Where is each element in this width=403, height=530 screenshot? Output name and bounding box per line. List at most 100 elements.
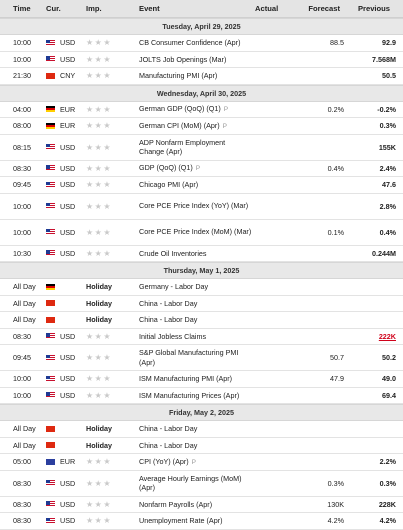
table-row[interactable]: 08:00 EUR ★ ★ ★ German CPI (MoM) (Apr) P 0.3%: [0, 118, 403, 135]
event-name[interactable]: GDP (QoQ) (Q1) P: [139, 163, 252, 173]
currency-code: EUR: [60, 104, 76, 114]
event-label[interactable]: German GDP (QoQ) (Q1): [139, 104, 221, 114]
event-label[interactable]: German CPI (MoM) (Apr): [139, 120, 220, 130]
event-label[interactable]: China - Labor Day: [139, 315, 198, 325]
event-label[interactable]: China - Labor Day: [139, 440, 198, 450]
star-icon: ★: [94, 180, 102, 190]
event-label[interactable]: S&P Global Manufacturing PMI (Apr): [139, 348, 239, 367]
table-row[interactable]: All Day Holiday China - Labor Day: [0, 296, 403, 312]
event-label[interactable]: ISM Manufacturing PMI (Apr): [139, 374, 233, 384]
previous-text: 50.5: [382, 71, 396, 81]
event-label[interactable]: Manufacturing PMI (Apr): [139, 71, 218, 81]
event-time: 09:45: [13, 353, 31, 362]
event-name[interactable]: Germany - Labor Day: [139, 282, 252, 291]
flag-icon: [46, 250, 55, 257]
col-time[interactable]: Time: [13, 4, 31, 13]
table-row[interactable]: All Day Holiday China - Labor Day: [0, 421, 403, 438]
event-label[interactable]: ISM Manufacturing Prices (Apr): [139, 390, 240, 400]
event-label[interactable]: China - Labor Day: [139, 424, 198, 434]
event-name[interactable]: Unemployment Rate (Apr): [139, 516, 252, 525]
table-row[interactable]: 10:00 USD ★ ★ ★ JOLTS Job Openings (Mar) 7.568…: [0, 52, 403, 68]
table-row[interactable]: 08:30 USD ★ ★ ★ Initial Jobless Claims 222K: [0, 329, 403, 345]
event-label[interactable]: Germany - Labor Day: [139, 282, 209, 292]
table-row[interactable]: All Day Holiday China - Labor Day: [0, 438, 403, 454]
col-importance[interactable]: Imp.: [86, 4, 102, 13]
event-label[interactable]: Crude Oil Inventories: [139, 248, 207, 258]
event-label[interactable]: Unemployment Rate (Apr): [139, 516, 223, 526]
star-icon: ★: [103, 478, 111, 488]
event-name[interactable]: China - Labor Day: [139, 315, 252, 324]
table-row[interactable]: 09:45 USD ★ ★ ★ Chicago PMI (Apr) 47.6: [0, 177, 403, 194]
event-name[interactable]: German CPI (MoM) (Apr) P: [139, 121, 252, 131]
event-time: 08:30: [13, 163, 31, 173]
event-name[interactable]: Core PCE Price Index (YoY) (Mar): [139, 201, 252, 210]
event-name[interactable]: CB Consumer Confidence (Apr): [139, 38, 252, 47]
col-previous[interactable]: Previous: [357, 4, 391, 13]
event-label[interactable]: CB Consumer Confidence (Apr): [139, 38, 241, 48]
event-name[interactable]: German GDP (QoQ) (Q1) P: [139, 104, 252, 114]
col-forecast[interactable]: Forecast: [308, 4, 340, 13]
event-label[interactable]: Chicago PMI (Apr): [139, 180, 199, 190]
flag-icon: [46, 122, 55, 129]
table-row[interactable]: 08:15 USD ★ ★ ★ ADP Nonfarm Employment Change…: [0, 135, 403, 161]
table-row[interactable]: 09:45 USD ★ ★ ★ S&P Global Manufacturing PMI …: [0, 345, 403, 371]
event-name[interactable]: Crude Oil Inventories: [139, 249, 252, 258]
flag-icon: [46, 203, 55, 209]
event-name[interactable]: Chicago PMI (Apr): [139, 180, 252, 189]
star-icon: ★: [86, 390, 94, 400]
table-row[interactable]: 10:30 USD ★ ★ ★ Crude Oil Inventories 0.244M: [0, 246, 403, 262]
event-name[interactable]: CPI (YoY) (Apr) P: [139, 457, 252, 467]
table-row[interactable]: All Day Holiday Germany - Labor Day: [0, 279, 403, 296]
currency-cell: USD: [46, 249, 86, 258]
table-row[interactable]: 10:00 USD ★ ★ ★ CB Consumer Confidence (Apr) 8…: [0, 35, 403, 52]
table-row[interactable]: All Day Holiday China - Labor Day: [0, 312, 403, 329]
table-row[interactable]: 08:30 USD ★ ★ ★ GDP (QoQ) (Q1) P 0.4% 2.4%: [0, 161, 403, 177]
table-row[interactable]: 10:00 USD ★ ★ ★ ISM Manufacturing Prices (Apr…: [0, 388, 403, 404]
event-label[interactable]: Initial Jobless Claims: [139, 331, 207, 341]
star-icon: ★: [94, 121, 102, 131]
col-actual[interactable]: Actual: [255, 4, 279, 13]
event-label[interactable]: Average Hourly Earnings (MoM) (Apr): [139, 473, 242, 492]
table-row[interactable]: 08:30 USD ★ ★ ★ Average Hourly Earnings (MoM)…: [0, 471, 403, 497]
event-name[interactable]: ADP Nonfarm Employment Change (Apr): [139, 138, 252, 157]
currency-code: USD: [60, 180, 76, 190]
forecast-value: 4.2%: [327, 516, 344, 526]
event-name[interactable]: Nonfarm Payrolls (Apr): [139, 500, 252, 509]
event-name[interactable]: China - Labor Day: [139, 424, 252, 433]
currency-cell: USD: [46, 180, 86, 189]
col-event[interactable]: Event: [139, 3, 160, 13]
table-row[interactable]: 21:30 CNY ★ ★ ★ Manufacturing PMI (Apr) 50.5: [0, 68, 403, 85]
event-label[interactable]: JOLTS Job Openings (Mar): [139, 54, 227, 64]
event-label[interactable]: CPI (YoY) (Apr): [139, 456, 189, 466]
event-name[interactable]: S&P Global Manufacturing PMI (Apr): [139, 348, 252, 367]
event-name[interactable]: Core PCE Price Index (MoM) (Mar): [139, 227, 252, 236]
table-row[interactable]: 10:00 USD ★ ★ ★ Core PCE Price Index (YoY) (M…: [0, 194, 403, 220]
event-name[interactable]: Manufacturing PMI (Apr): [139, 71, 252, 80]
previous-text: 0.3%: [379, 478, 396, 488]
currency-cell: EUR: [46, 105, 86, 114]
table-row[interactable]: 08:30 USD ★ ★ ★ Unemployment Rate (Apr) 4.2% 4.…: [0, 513, 403, 530]
event-label[interactable]: Nonfarm Payrolls (Apr): [139, 499, 213, 509]
currency-cell: USD: [46, 500, 86, 509]
col-currency[interactable]: Cur.: [46, 4, 61, 13]
event-name[interactable]: JOLTS Job Openings (Mar): [139, 55, 252, 64]
event-name[interactable]: China - Labor Day: [139, 441, 252, 450]
event-name[interactable]: Average Hourly Earnings (MoM) (Apr): [139, 474, 252, 493]
event-label[interactable]: ADP Nonfarm Employment Change (Apr): [139, 137, 226, 156]
event-label[interactable]: Core PCE Price Index (MoM) (Mar): [139, 227, 252, 237]
table-row[interactable]: 10:00 USD ★ ★ ★ ISM Manufacturing PMI (Apr) 47…: [0, 371, 403, 388]
event-name[interactable]: ISM Manufacturing Prices (Apr): [139, 391, 252, 400]
star-icon: ★: [86, 54, 94, 64]
currency-code: USD: [60, 163, 76, 173]
event-label[interactable]: GDP (QoQ) (Q1): [139, 163, 193, 173]
importance-cell: ★ ★ ★: [86, 180, 139, 189]
table-row[interactable]: 05:00 EUR ★ ★ ★ CPI (YoY) (Apr) P 2.2%: [0, 454, 403, 471]
event-name[interactable]: ISM Manufacturing PMI (Apr): [139, 374, 252, 383]
event-label[interactable]: China - Labor Day: [139, 298, 198, 308]
event-label[interactable]: Core PCE Price Index (YoY) (Mar): [139, 201, 249, 211]
star-icon: ★: [86, 104, 94, 114]
table-row[interactable]: 10:00 USD ★ ★ ★ Core PCE Price Index (MoM) (M…: [0, 220, 403, 246]
event-name[interactable]: China - Labor Day: [139, 299, 252, 308]
event-name[interactable]: Initial Jobless Claims: [139, 332, 252, 341]
table-row[interactable]: 04:00 EUR ★ ★ ★ German GDP (QoQ) (Q1) P 0.2% -0.…: [0, 102, 403, 118]
